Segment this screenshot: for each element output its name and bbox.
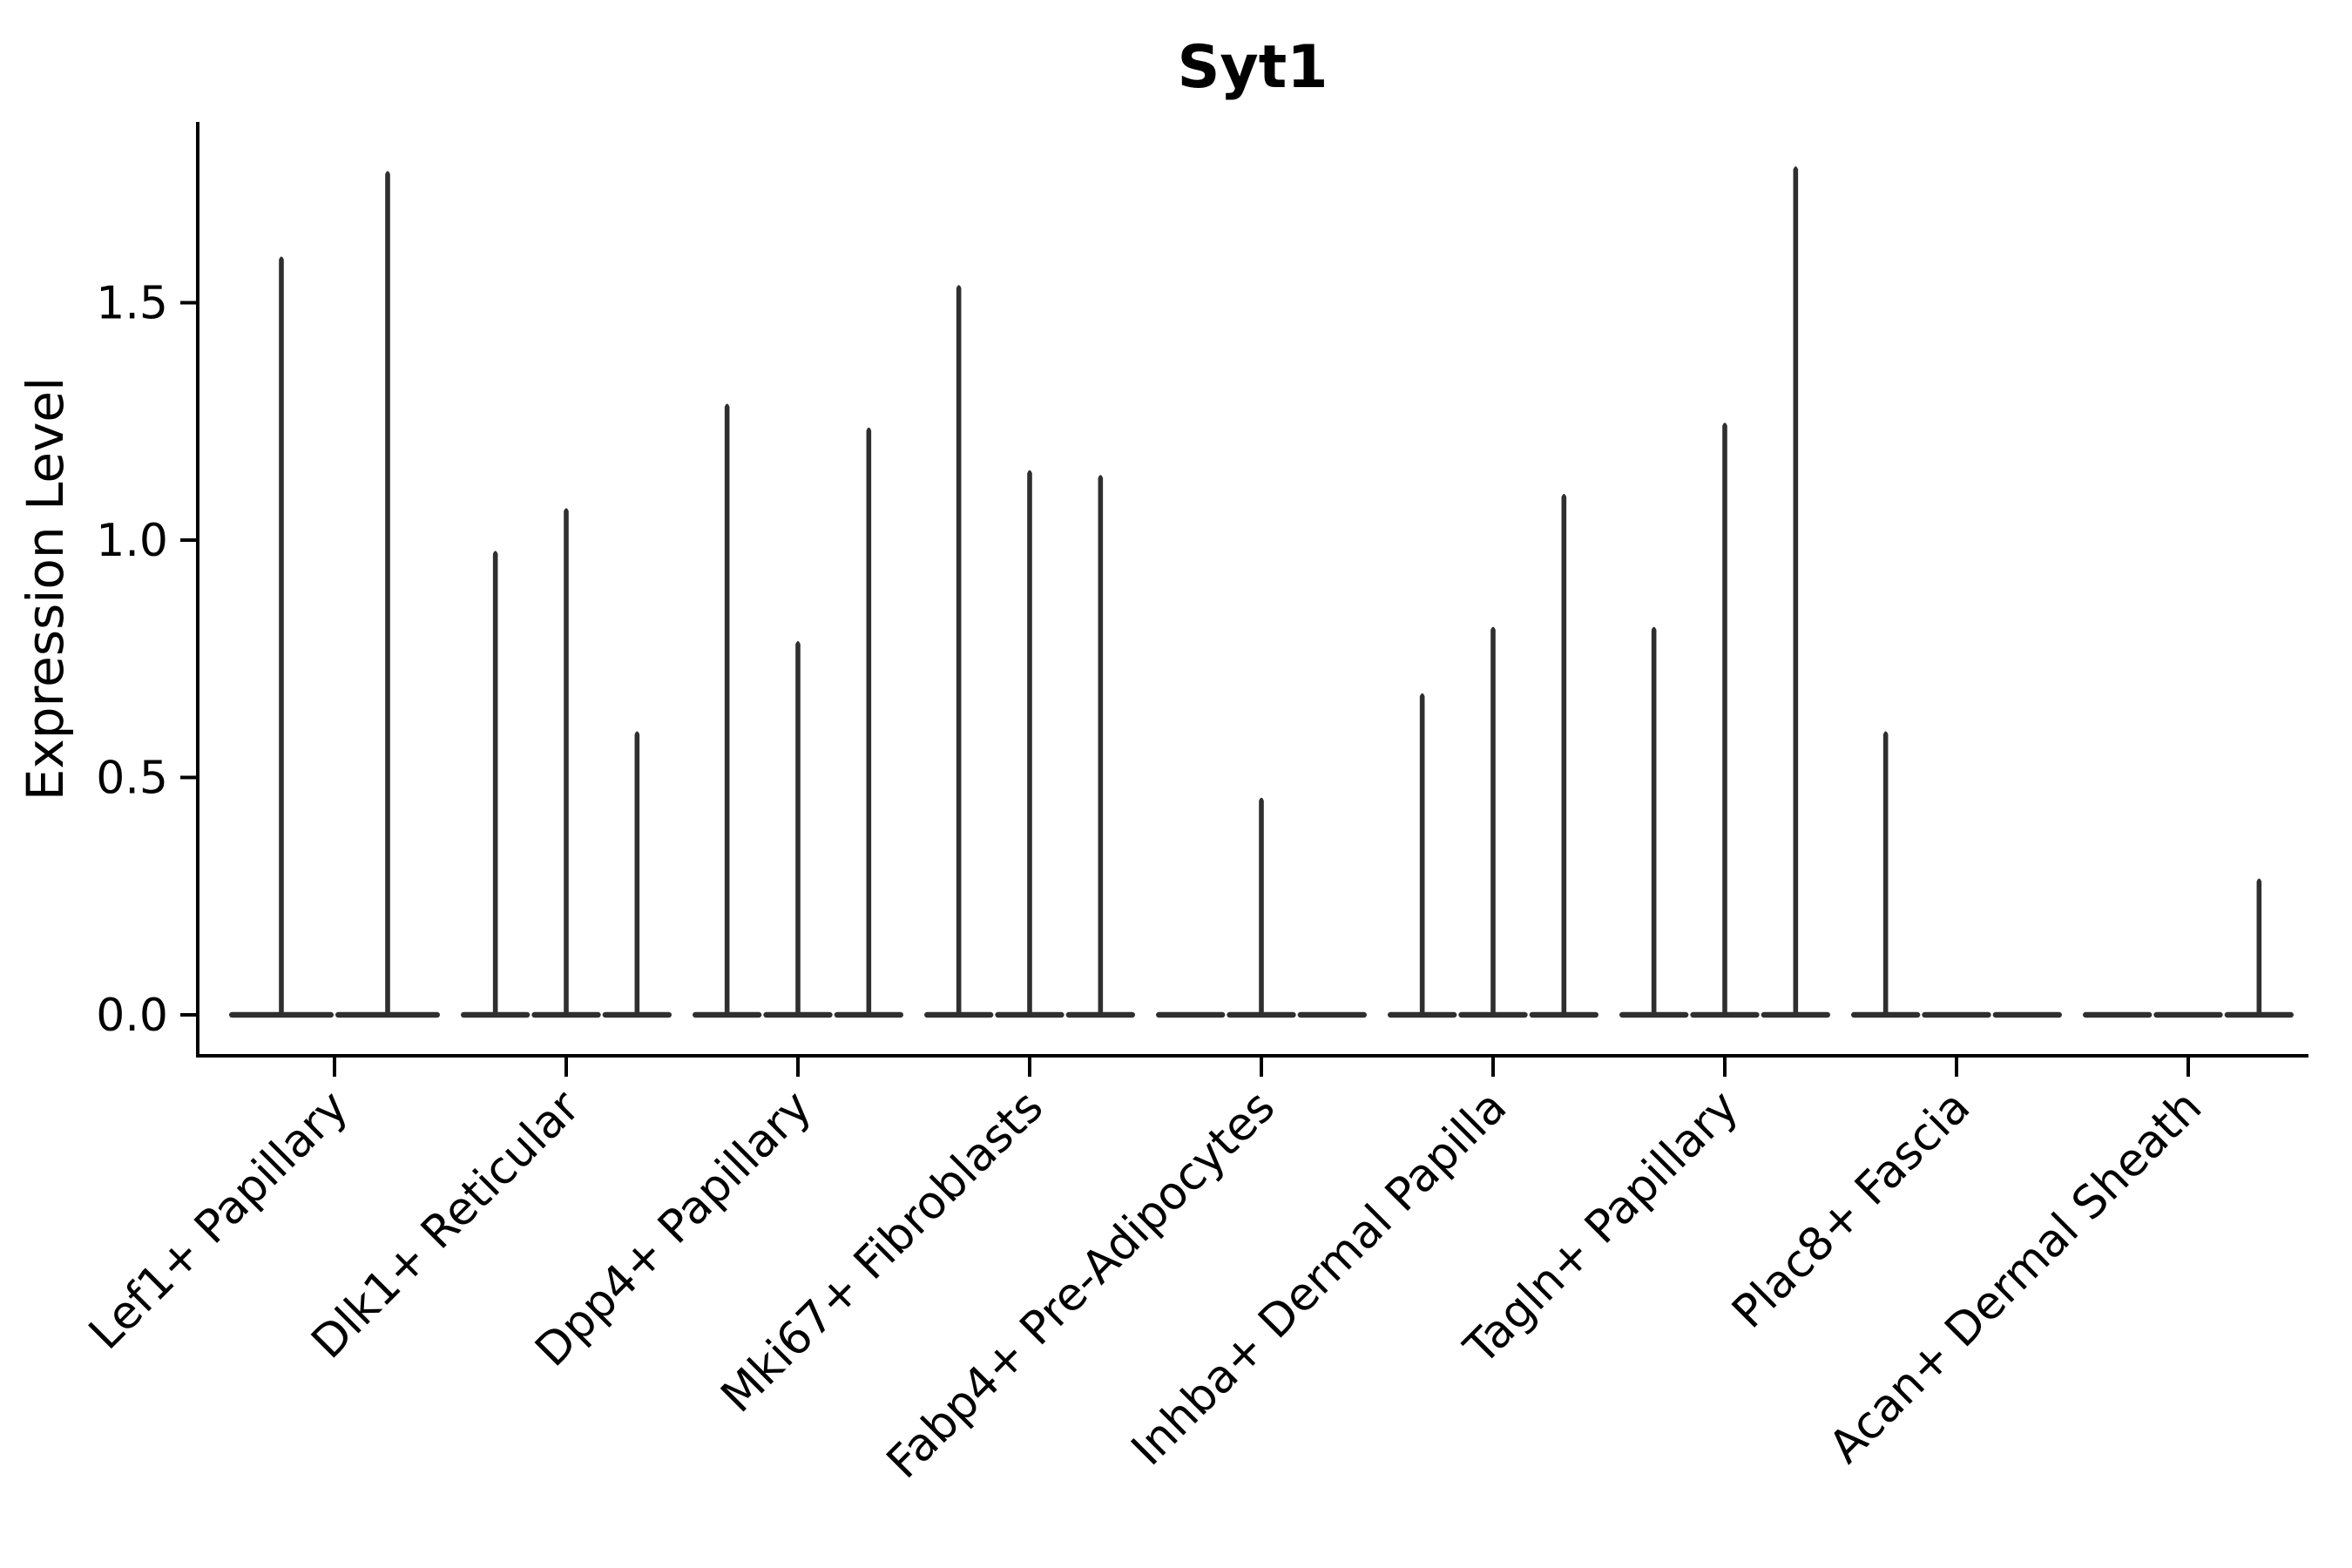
violin — [1992, 1011, 2062, 1018]
violin-spike — [1651, 626, 1657, 1016]
axes-spines — [196, 122, 2308, 1058]
violin-series — [229, 166, 2294, 1018]
violin-spike — [1882, 731, 1889, 1016]
violin — [461, 551, 531, 1018]
violin-spike — [2256, 878, 2262, 1016]
y-tick-label: 0.5 — [96, 753, 168, 805]
violin — [229, 256, 334, 1018]
violin-spike — [385, 171, 390, 1016]
violin — [1297, 1011, 1367, 1018]
violin — [2083, 1011, 2153, 1018]
violin-spike — [1419, 693, 1425, 1016]
violin-spike — [279, 256, 284, 1016]
violin — [2153, 1011, 2223, 1018]
violin-spike — [1793, 166, 1799, 1016]
violin — [1761, 166, 1830, 1018]
violin — [1922, 1011, 1991, 1018]
violin-base — [2083, 1011, 2153, 1018]
y-tick-label: 0.0 — [96, 990, 168, 1042]
violin — [693, 403, 762, 1018]
violin — [924, 285, 994, 1018]
violin-spike — [1098, 475, 1104, 1016]
violin — [531, 508, 601, 1018]
violin — [1690, 422, 1760, 1018]
violin-spike — [795, 640, 801, 1016]
violin — [2224, 878, 2294, 1018]
violin-spike — [1561, 494, 1567, 1016]
violin — [1851, 731, 1921, 1018]
violin — [1619, 626, 1689, 1018]
y-axis-ticks: 0.0 0.5 1.0 1.5 — [96, 278, 198, 1042]
violin — [763, 640, 833, 1018]
violin — [602, 731, 672, 1018]
violin — [335, 171, 440, 1018]
violin-spike — [634, 731, 640, 1016]
violin-base — [1922, 1011, 1991, 1018]
violin-spike — [492, 551, 498, 1016]
violin — [1458, 626, 1528, 1018]
violin — [1227, 797, 1296, 1018]
x-tick-label: Acan+ Dermal Sheath — [1820, 1081, 2213, 1474]
violin — [1388, 693, 1457, 1018]
violin-spike — [564, 508, 569, 1016]
violin — [1065, 475, 1135, 1018]
violin-base — [1297, 1011, 1367, 1018]
violin-spike — [724, 403, 730, 1016]
violin-spike — [956, 285, 962, 1016]
violin-base — [1992, 1011, 2062, 1018]
violin-spike — [866, 427, 872, 1016]
chart-title: Syt1 — [1177, 33, 1328, 102]
violin — [834, 427, 903, 1018]
x-tick-label: Fabp4+ Pre-Adipocytes — [877, 1081, 1285, 1489]
violin — [995, 470, 1064, 1018]
x-tick-label: Plac8+ Fascia — [1722, 1081, 1980, 1339]
violin — [1529, 494, 1598, 1018]
violin-base — [1156, 1011, 1226, 1018]
violin-base — [2153, 1011, 2223, 1018]
violin-spike — [1259, 797, 1264, 1016]
y-tick-label: 1.0 — [96, 515, 168, 567]
violin-spike — [1722, 422, 1727, 1016]
violin-spike — [1490, 626, 1496, 1016]
violin — [1156, 1011, 1226, 1018]
y-tick-label: 1.5 — [96, 278, 168, 330]
violin-spike — [1027, 470, 1032, 1016]
y-axis-label: Expression Level — [16, 377, 75, 801]
x-tick-label: Inhba+ Dermal Papilla — [1122, 1081, 1517, 1476]
